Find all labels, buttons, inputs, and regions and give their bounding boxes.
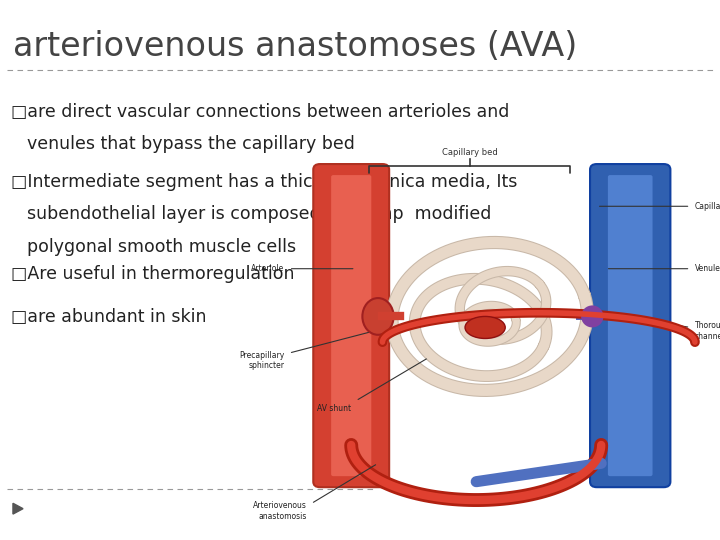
Text: Precapillary
sphincter: Precapillary sphincter bbox=[239, 351, 284, 370]
FancyBboxPatch shape bbox=[608, 175, 652, 476]
FancyBboxPatch shape bbox=[313, 164, 389, 487]
Text: AV shunt: AV shunt bbox=[317, 404, 351, 413]
Text: □are abundant in skin: □are abundant in skin bbox=[11, 308, 207, 326]
Text: □Intermediate segment has a thickened tunica media, Its: □Intermediate segment has a thickened tu… bbox=[11, 173, 517, 191]
Text: Thoroughfare
channel: Thoroughfare channel bbox=[695, 321, 720, 341]
FancyBboxPatch shape bbox=[331, 175, 372, 476]
Text: venules that bypass the capillary bed: venules that bypass the capillary bed bbox=[27, 135, 354, 153]
Text: Arteriovenous
anastomosis: Arteriovenous anastomosis bbox=[253, 501, 307, 521]
Text: Venule: Venule bbox=[695, 264, 720, 273]
Text: subendothelial layer is composed of plump  modified: subendothelial layer is composed of plum… bbox=[27, 205, 491, 223]
Text: □Are useful in thermoregulation: □Are useful in thermoregulation bbox=[11, 265, 294, 282]
Text: polygonal smooth muscle cells: polygonal smooth muscle cells bbox=[27, 238, 296, 255]
Text: arteriovenous anastomoses (AVA): arteriovenous anastomoses (AVA) bbox=[13, 30, 577, 63]
FancyBboxPatch shape bbox=[590, 164, 670, 487]
Text: □are direct vascular connections between arterioles and: □are direct vascular connections between… bbox=[11, 103, 509, 120]
Text: Capillary bed: Capillary bed bbox=[441, 148, 498, 157]
Ellipse shape bbox=[465, 316, 505, 339]
Ellipse shape bbox=[581, 306, 603, 327]
Polygon shape bbox=[13, 503, 23, 514]
Text: Arteriole: Arteriole bbox=[251, 264, 284, 273]
Text: Capillary: Capillary bbox=[695, 202, 720, 211]
Ellipse shape bbox=[362, 298, 394, 335]
